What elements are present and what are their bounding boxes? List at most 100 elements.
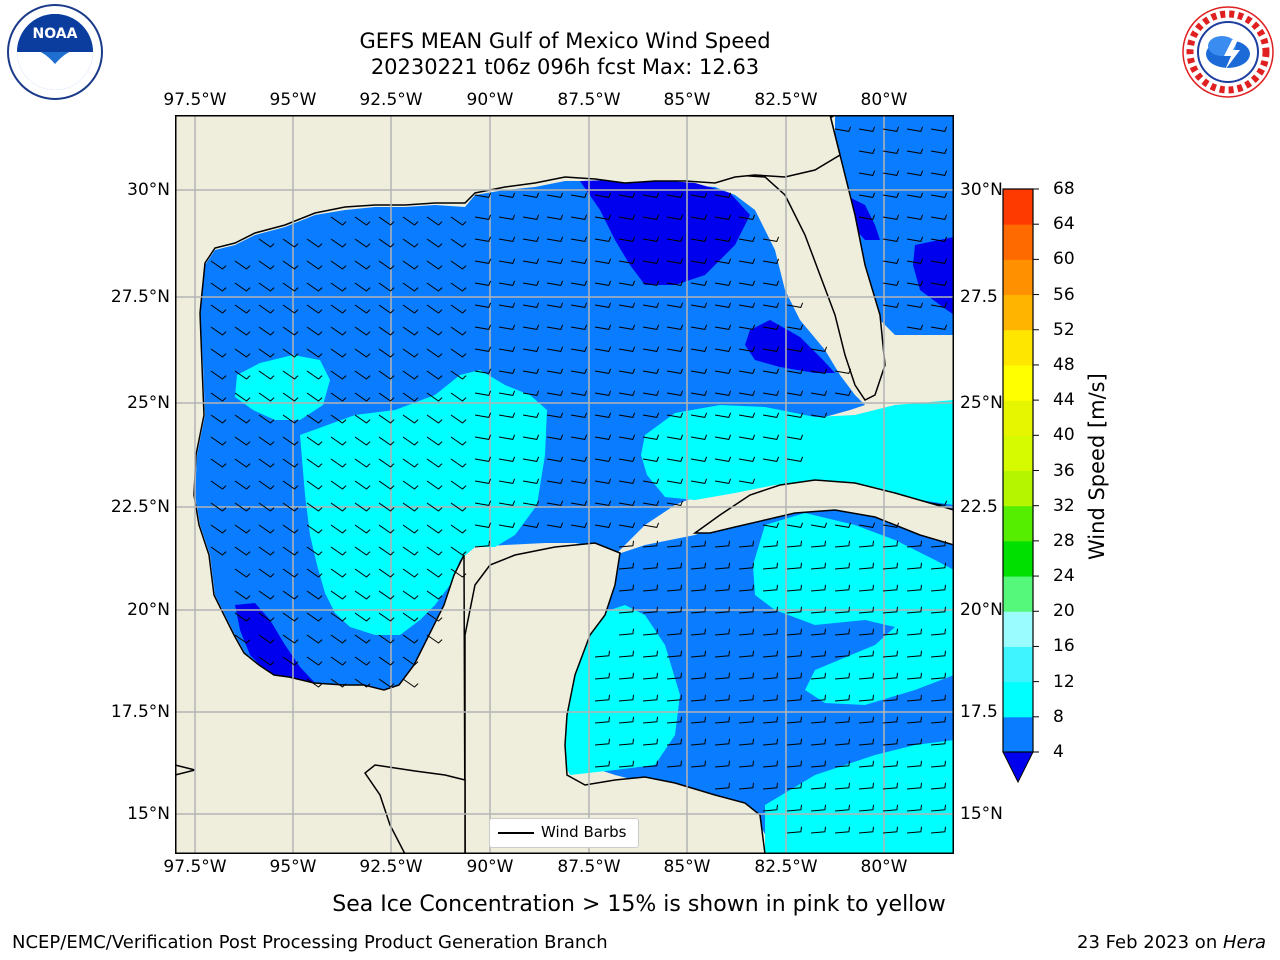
- wind-barb: [306, 304, 323, 314]
- wind-barb: [786, 672, 802, 680]
- wind-barb: [306, 370, 323, 380]
- wind-barb: [498, 368, 516, 374]
- wind-barb: [258, 392, 275, 402]
- colorbar-title: Wind Speed [m/s]: [1085, 373, 1109, 560]
- legend-line-swatch: [498, 832, 534, 834]
- wind-barb: [618, 522, 636, 528]
- lat-label-right: 22.5: [960, 497, 998, 517]
- wind-barb: [666, 478, 684, 484]
- wind-barb: [282, 634, 299, 644]
- wind-barb: [930, 324, 948, 330]
- wind-barb: [594, 324, 612, 330]
- wind-barb: [282, 282, 299, 292]
- lat-label-right: 17.5: [960, 702, 998, 722]
- wind-barb: [282, 656, 299, 666]
- wind-barb: [906, 192, 924, 198]
- colorbar-band: [1003, 259, 1033, 296]
- wind-barb: [618, 324, 636, 330]
- wind-barb: [690, 258, 708, 264]
- wind-barb: [882, 522, 900, 528]
- wind-barb: [618, 672, 634, 680]
- footer-date-text: 23 Feb 2023: [1077, 932, 1190, 953]
- lon-label-top: 82.5°W: [754, 90, 818, 110]
- wind-barb: [282, 524, 299, 534]
- wind-barb: [930, 192, 948, 198]
- wind-barb: [738, 650, 754, 658]
- colorbar-ticks: [1033, 188, 1039, 753]
- wind-barb: [666, 192, 684, 198]
- wind-barb: [666, 280, 684, 286]
- colorbar-label: 60: [1053, 249, 1075, 270]
- wind-barb: [618, 368, 636, 374]
- wind-barb: [930, 126, 948, 132]
- wind-barb: [450, 392, 467, 402]
- wind-barb: [570, 412, 588, 418]
- lon-label-bottom: 87.5°W: [557, 857, 621, 877]
- colorbar-band: [1003, 329, 1033, 366]
- wind-barb: [498, 236, 516, 242]
- wind-barb: [714, 628, 730, 636]
- wind-barb: [258, 612, 275, 622]
- wind-barb: [546, 368, 564, 374]
- wind-barb: [762, 584, 778, 592]
- wind-barb: [666, 606, 682, 614]
- wind-barb: [546, 214, 564, 220]
- wind-barb: [810, 540, 826, 548]
- wind-barb: [426, 238, 443, 248]
- wind-barb: [546, 456, 564, 462]
- wind-barb: [762, 456, 780, 462]
- wind-barb: [522, 390, 540, 396]
- lon-label-top: 97.5°W: [163, 90, 227, 110]
- wind-barb: [306, 260, 323, 270]
- chart-title: GEFS MEAN Gulf of Mexico Wind Speed: [359, 29, 771, 53]
- wind-barb: [810, 606, 826, 614]
- wind-barb: [402, 238, 419, 248]
- wind-barb: [546, 258, 564, 264]
- wind-barb: [738, 672, 754, 680]
- wind-barb: [234, 260, 251, 270]
- colorbar-band: [1003, 224, 1033, 260]
- wind-barb: [546, 412, 564, 418]
- wind-barb: [426, 216, 443, 226]
- wind-barb: [690, 650, 706, 658]
- wind-barb: [834, 606, 850, 614]
- wind-barb: [810, 562, 826, 570]
- wind-barb: [402, 392, 419, 402]
- wind-barb: [330, 370, 347, 380]
- wind-barb: [330, 502, 347, 512]
- wind-barb: [378, 502, 395, 512]
- wind-barb: [666, 258, 684, 264]
- lon-label-bottom: 92.5°W: [359, 857, 423, 877]
- wind-barb: [882, 716, 898, 724]
- wind-barbs-layer: [210, 126, 948, 834]
- wind-barb: [882, 562, 898, 570]
- lat-label-left: 25°N: [127, 393, 170, 413]
- wind-barb: [378, 590, 395, 600]
- wind-barb: [834, 126, 852, 132]
- wind-barb: [738, 368, 756, 374]
- wind-barb: [402, 502, 419, 512]
- wind-barb: [282, 260, 299, 270]
- wind-barb: [690, 280, 708, 286]
- wind-barb: [474, 324, 492, 330]
- wind-barb: [762, 324, 780, 330]
- wind-barb: [258, 590, 275, 600]
- colorbar-band: [1003, 400, 1033, 436]
- wind-barb: [642, 434, 660, 440]
- wind-barb: [762, 562, 778, 570]
- wind-barbs-legend: Wind Barbs: [489, 818, 639, 848]
- wind-barb: [498, 302, 516, 308]
- wind-barb: [330, 392, 347, 402]
- wind-barb: [858, 584, 874, 592]
- wind-barb: [450, 436, 467, 446]
- wind-barb: [426, 590, 443, 600]
- cyan-region-central: [300, 370, 547, 635]
- wind-barb: [570, 522, 588, 528]
- wind-barb: [450, 282, 467, 292]
- wind-barb: [378, 304, 395, 314]
- wind-barb: [618, 606, 634, 614]
- wind-barb: [762, 694, 778, 702]
- wind-barb: [738, 782, 754, 790]
- wind-barb: [762, 346, 780, 352]
- low-wind-region-atlantic-east: [913, 237, 954, 315]
